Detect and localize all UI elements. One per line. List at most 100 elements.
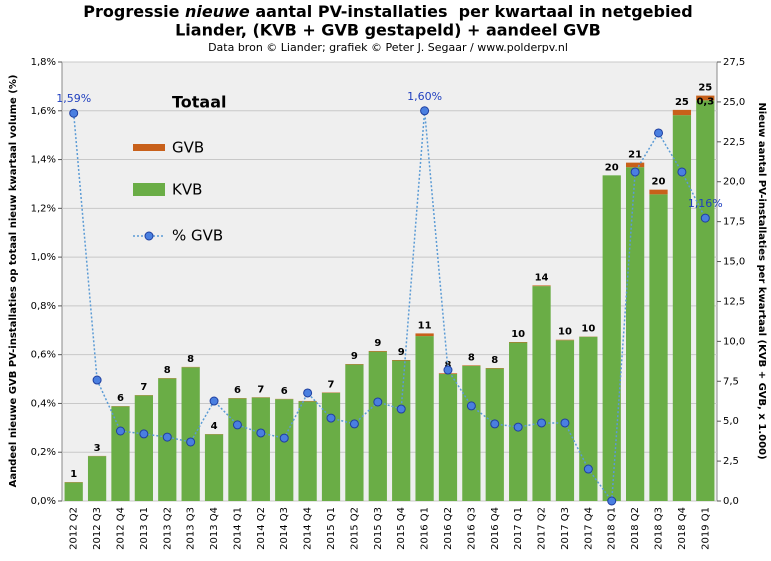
bar (87, 456, 107, 501)
y-tick-label: 1,2% (31, 203, 56, 214)
x-tick-label: 2015 Q1 (326, 507, 337, 550)
y2-tick-label: 7,5 (723, 376, 739, 387)
line-marker (420, 106, 430, 116)
bar (532, 286, 551, 501)
line-marker (560, 418, 570, 428)
bar-total-label: 25 (698, 83, 712, 94)
x-tick-label: 2018 Q3 (654, 507, 665, 550)
y2-tick-label: 12,5 (723, 296, 745, 307)
bar (181, 367, 200, 501)
y2-tick-label: 25,0 (723, 97, 745, 108)
line-marker (537, 418, 547, 428)
x-tick-label: 2017 Q1 (513, 507, 524, 550)
x-tick-label: 2018 Q2 (630, 507, 641, 550)
line-label: 1,16% (688, 197, 723, 210)
bar (462, 365, 481, 501)
line-marker (443, 365, 453, 375)
bar (415, 336, 434, 501)
bar-total-label: 10 (511, 329, 525, 340)
x-tick-label: 2016 Q4 (490, 507, 501, 550)
legend-title: Totaal (172, 93, 227, 112)
bar (555, 339, 575, 341)
line-marker (303, 388, 313, 398)
bar (345, 364, 364, 501)
bar-total-label: 10 (558, 327, 572, 338)
y-tick-label: 0,0% (31, 496, 56, 507)
x-tick-label: 2018 Q4 (677, 507, 688, 550)
line-marker (186, 437, 196, 447)
line-marker (256, 428, 266, 438)
bar (204, 434, 224, 501)
bar-total-label: 3 (94, 443, 101, 454)
bar-total-label: 8 (164, 365, 171, 376)
x-tick-label: 2017 Q3 (560, 507, 571, 550)
legend-swatch (133, 183, 165, 196)
bar (649, 189, 668, 195)
y2-axis-title: Nieuw aantal PV-installaties per kwartaa… (756, 102, 767, 459)
bar-total-label: 7 (257, 384, 264, 395)
y2-tick-label: 20,0 (723, 177, 745, 188)
bar-total-label: 10 (581, 324, 595, 335)
chart-title: Liander, (KVB + GVB gestapeld) + aandeel… (175, 21, 601, 40)
bar (626, 167, 645, 501)
bar (415, 333, 434, 337)
line-marker (349, 419, 359, 429)
x-tick-label: 2019 Q1 (700, 507, 711, 550)
line-marker (677, 167, 687, 177)
y-tick-label: 0,6% (31, 350, 56, 361)
x-tick-label: 2015 Q2 (349, 507, 360, 550)
line-marker (139, 429, 149, 439)
x-tick-label: 2012 Q4 (115, 507, 126, 550)
line-marker (279, 433, 289, 443)
bar (509, 342, 528, 501)
line-marker (654, 128, 664, 138)
line-marker (583, 464, 593, 474)
y-tick-label: 0,4% (31, 398, 56, 409)
y-tick-label: 1,0% (31, 252, 56, 263)
y2-tick-label: 0,0 (723, 496, 739, 507)
bar (368, 350, 387, 352)
bar (298, 401, 317, 501)
bar (579, 336, 598, 501)
bar-total-label: 11 (418, 320, 432, 331)
legend-label: GVB (172, 139, 204, 157)
chart-subtitle: Data bron © Liander; grafiek © Peter J. … (208, 41, 568, 54)
bar (392, 359, 411, 361)
bar (602, 175, 621, 502)
line-marker (162, 432, 172, 442)
bar (275, 399, 294, 501)
y-axis-title: Aandeel nieuwe GVB PV-installaties op to… (8, 75, 19, 488)
line-marker (115, 426, 125, 436)
x-tick-label: 2014 Q2 (256, 507, 267, 550)
title-part: aantal PV-installaties per kwartaal in n… (250, 2, 693, 21)
y2-tick-label: 15,0 (723, 257, 745, 268)
x-tick-label: 2014 Q1 (232, 507, 243, 550)
bar-total-label: 21 (628, 150, 642, 161)
legend-swatch (144, 231, 154, 241)
x-tick-label: 2017 Q4 (583, 507, 594, 550)
bar (368, 351, 387, 501)
line-marker (396, 404, 406, 414)
y2-tick-label: 17,5 (723, 217, 745, 228)
bar (649, 194, 668, 501)
line-marker (373, 397, 383, 407)
x-tick-label: 2018 Q1 (607, 507, 618, 550)
legend-label: % GVB (172, 227, 223, 245)
line-marker (700, 213, 710, 223)
bar-total-label: 7 (140, 382, 147, 393)
x-tick-label: 2013 Q4 (209, 507, 220, 550)
line-marker (326, 413, 336, 423)
chart-title: Progressie nieuwe aantal PV-installaties… (83, 2, 692, 21)
x-tick-label: 2013 Q2 (162, 507, 173, 550)
bar-total-label: 14 (535, 272, 549, 283)
bar (485, 368, 504, 501)
bar (438, 373, 458, 501)
x-tick-label: 2015 Q4 (396, 507, 407, 550)
line-marker (607, 496, 617, 506)
x-tick-label: 2015 Q3 (373, 507, 384, 550)
x-tick-label: 2016 Q3 (466, 507, 477, 550)
bar (64, 482, 83, 501)
bar-total-label: 6 (117, 393, 124, 404)
line-marker (630, 167, 640, 177)
y2-tick-label: 27,5 (723, 57, 745, 68)
